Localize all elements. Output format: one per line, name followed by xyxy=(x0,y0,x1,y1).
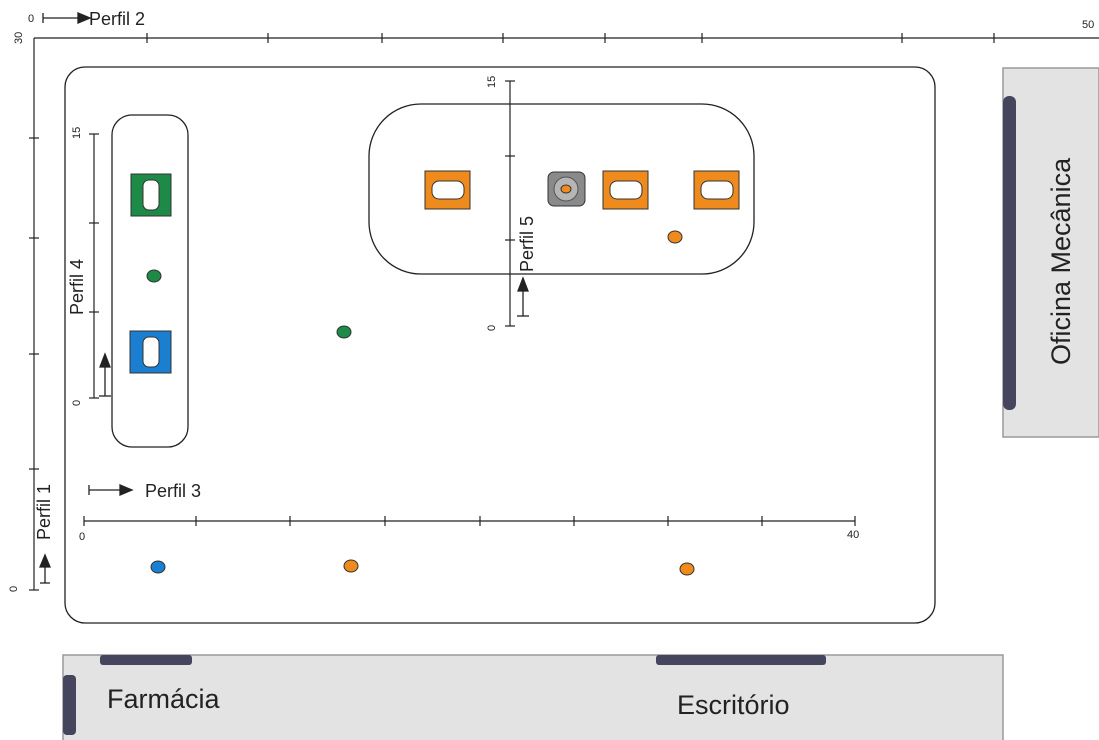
label-perfil4: Perfil 4 xyxy=(67,259,87,315)
building-oficina xyxy=(1002,67,1099,438)
orange-dot-bottom-2 xyxy=(679,562,695,576)
label-farmacia: Farmácia xyxy=(107,684,221,714)
axis-perfil3 xyxy=(83,516,856,526)
orange-dot-bottom-1 xyxy=(343,559,359,573)
label-perfil5: Perfil 5 xyxy=(517,216,537,272)
axis-perfil3-start: 0 xyxy=(79,531,85,543)
green-dot-center xyxy=(336,325,352,339)
orange-square-feature-2 xyxy=(602,170,649,210)
axis-perfil4 xyxy=(89,133,99,399)
label-perfil2: Perfil 2 xyxy=(89,9,145,29)
label-perfil1: Perfil 1 xyxy=(34,484,54,540)
axis-perfil5 xyxy=(505,80,515,327)
axis-perfil4-end: 15 xyxy=(71,127,83,139)
orange-square-feature-3 xyxy=(693,170,740,210)
gray-square-feature xyxy=(547,171,586,207)
axis-left xyxy=(29,38,39,591)
axis-top-start: 0 xyxy=(28,13,34,25)
left-enclosure xyxy=(111,114,189,448)
green-square-feature xyxy=(130,173,172,217)
door-oficina xyxy=(1003,96,1016,410)
label-perfil3: Perfil 3 xyxy=(145,481,201,501)
orange-dot-right-enclosure xyxy=(667,230,683,244)
door-side xyxy=(63,675,76,735)
axis-perfil5-end: 15 xyxy=(486,76,498,88)
axis-top-end: 50 xyxy=(1082,19,1094,31)
arrow-perfil3 xyxy=(88,484,134,496)
door-farmacia xyxy=(100,655,192,665)
green-dot-left xyxy=(146,269,162,283)
orange-square-feature-1 xyxy=(424,170,471,210)
axis-left-end: 30 xyxy=(13,32,25,44)
arrow-perfil2 xyxy=(42,12,92,24)
axis-top xyxy=(34,33,1099,43)
arrow-perfil4 xyxy=(99,352,111,397)
door-escritorio xyxy=(656,655,826,665)
axis-perfil4-start: 0 xyxy=(71,400,83,406)
arrow-perfil5 xyxy=(517,276,529,317)
arrow-perfil1 xyxy=(39,553,51,584)
building-bottom xyxy=(62,654,1004,740)
blue-dot-bottom xyxy=(150,560,166,574)
right-enclosure xyxy=(368,103,755,275)
blue-square-feature xyxy=(129,330,172,374)
label-oficina: Oficina Mecânica xyxy=(1046,157,1076,365)
axis-left-start: 0 xyxy=(8,586,20,592)
label-escritorio: Escritório xyxy=(677,690,790,720)
main-enclosure xyxy=(64,66,936,624)
axis-perfil5-start: 0 xyxy=(486,325,498,331)
axis-perfil3-end: 40 xyxy=(847,529,859,541)
